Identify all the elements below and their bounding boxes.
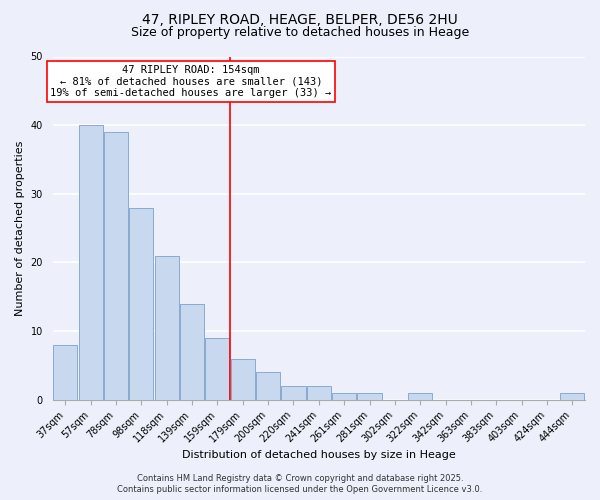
X-axis label: Distribution of detached houses by size in Heage: Distribution of detached houses by size … bbox=[182, 450, 456, 460]
Bar bbox=[231, 358, 255, 400]
Text: 47, RIPLEY ROAD, HEAGE, BELPER, DE56 2HU: 47, RIPLEY ROAD, HEAGE, BELPER, DE56 2HU bbox=[142, 12, 458, 26]
Bar bbox=[104, 132, 128, 400]
Bar bbox=[53, 345, 77, 400]
Bar bbox=[155, 256, 179, 400]
Text: 47 RIPLEY ROAD: 154sqm
← 81% of detached houses are smaller (143)
19% of semi-de: 47 RIPLEY ROAD: 154sqm ← 81% of detached… bbox=[50, 65, 332, 98]
Bar bbox=[79, 125, 103, 400]
Bar bbox=[408, 393, 432, 400]
Bar bbox=[256, 372, 280, 400]
Text: Size of property relative to detached houses in Heage: Size of property relative to detached ho… bbox=[131, 26, 469, 39]
Bar bbox=[560, 393, 584, 400]
Bar bbox=[180, 304, 204, 400]
Bar bbox=[332, 393, 356, 400]
Bar bbox=[307, 386, 331, 400]
Text: Contains HM Land Registry data © Crown copyright and database right 2025.
Contai: Contains HM Land Registry data © Crown c… bbox=[118, 474, 482, 494]
Bar bbox=[130, 208, 154, 400]
Bar bbox=[205, 338, 229, 400]
Y-axis label: Number of detached properties: Number of detached properties bbox=[15, 140, 25, 316]
Bar bbox=[281, 386, 305, 400]
Bar bbox=[358, 393, 382, 400]
